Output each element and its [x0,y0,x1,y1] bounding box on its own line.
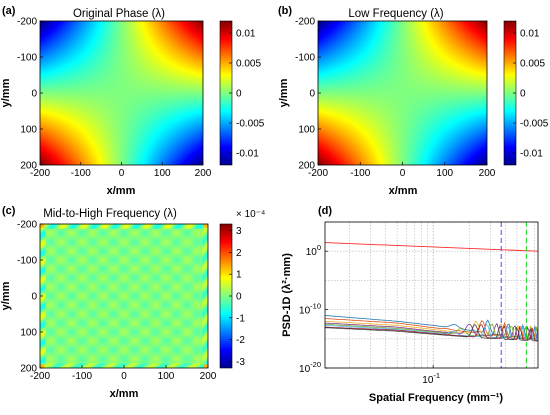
y-tick-label: 100 [298,125,315,136]
panel-c-xlabel: x/mm [110,388,139,400]
colorbar-tick-label: 0.005 [520,59,545,70]
panel-a-ylabel: y/mm [0,78,12,107]
psd-series-line [324,322,539,340]
panel-a-xticks: -200 -100 0 100 200 [30,162,212,179]
psd-series-line [324,324,539,341]
colorbar-tick-label: 0 [236,89,242,100]
y-tick-label: 200 [20,161,37,172]
x-tick-label: 200 [200,371,217,382]
panel-c-colorbar-ticks: 3 2 1 0 -1 -2 -3 [229,226,245,368]
panel-a-yticks: -200 -100 0 100 200 [17,17,43,172]
panel-b-title: Low Frequency (λ) [348,8,443,20]
y-tick-label: 200 [20,364,37,375]
panel-d: (d) 10-20 10-10 100 10-1 Spatial Frequency… [281,205,539,404]
panel-a: (a) Original Phase (λ) -200 -100 0 100 200 -… [0,5,265,197]
y-tick-label: 0 [309,89,315,100]
x-tick-label: -200 [30,168,50,179]
psd-series-line [325,323,539,341]
panel-c-title: Mid-to-High Frequency (λ) [43,208,177,220]
panel-d-label: (d) [318,205,332,217]
y-tick-label: 0 [31,89,37,100]
y-tick-label: -100 [295,53,315,64]
panel-c: (c) Mid-to-High Frequency (λ) -200 -100 0 1… [0,205,265,400]
colorbar-tick-label: -2 [236,335,245,346]
x-tick-label: 0 [121,371,127,382]
y-tick-label: 100 [20,328,37,339]
x-tick-label: 100 [436,168,453,179]
y-tick-label: -100 [17,256,37,267]
panel-c-yticks: -200 -100 0 100 200 [17,220,43,375]
x-tick-label: 100 [154,168,171,179]
colorbar-tick-label: -0.005 [520,119,549,130]
panel-b: (b) Low Frequency (λ) -200 -100 0 100 200 -2… [278,5,549,197]
y-tick-label: -200 [295,17,315,28]
panel-b-heatmap [318,21,487,165]
colorbar-tick-label: -1 [236,313,245,324]
y-tick-label: 200 [298,161,315,172]
x-tick-label: -200 [308,168,328,179]
colorbar-tick-label: -3 [236,357,245,368]
x-tick-label: -200 [30,371,50,382]
x-tick-label: 10-1 [422,371,440,386]
colorbar-tick-label: 0.01 [520,29,540,40]
y-tick-label: 100 [20,125,37,136]
psd-series-line [324,324,539,342]
colorbar-tick-label: 0 [236,292,242,303]
y-tick-label: 0 [31,292,37,303]
y-tick-label: -200 [17,220,37,231]
panel-d-series [324,222,539,368]
x-tick-label: 100 [158,371,175,382]
x-tick-label: -100 [72,371,92,382]
colorbar-tick-label: 1 [236,270,242,281]
x-tick-label: 0 [400,168,406,179]
colorbar-tick-label: 0 [520,89,526,100]
panel-c-colorbar-exponent: × 10⁻⁴ [236,209,265,220]
panel-c-xticks: -200 -100 0 100 200 [30,365,217,382]
panel-d-ylabel: PSD-1D (λ²·mm) [281,253,293,337]
x-tick-label: 200 [479,168,496,179]
colorbar-tick-label: -0.01 [520,149,543,160]
panel-b-ylabel: y/mm [278,78,290,107]
panel-d-plot-area [325,222,538,368]
colorbar-tick-label: 0.005 [236,59,261,70]
panel-b-label: (b) [278,5,292,17]
x-tick-label: 0 [119,168,125,179]
panel-d-xticks: 10-1 [422,365,440,386]
x-tick-label: -100 [350,168,370,179]
colorbar-tick-label: -0.01 [236,149,259,160]
psd-series-line [324,323,539,340]
panel-d-xlabel: Spatial Frequency (mm⁻¹) [369,392,504,404]
panel-d-frame [324,221,539,369]
y-tick-label: -100 [17,53,37,64]
colorbar-tick-label: 3 [236,226,242,237]
panel-a-colorbar-ticks: 0.01 0.005 0 -0.005 -0.01 [229,29,265,160]
panel-c-label: (c) [2,205,16,217]
panel-b-xlabel: x/mm [389,185,418,197]
panel-b-yticks: -200 -100 0 100 200 [295,17,321,172]
y-tick-label: -200 [17,17,37,28]
panel-a-xlabel: x/mm [107,185,136,197]
y-tick-label: 100 [306,243,321,258]
psd-series-line [324,242,539,252]
panel-a-label: (a) [2,5,16,17]
panel-b-colorbar-ticks: 0.01 0.005 0 -0.005 -0.01 [513,29,549,160]
x-tick-label: 200 [195,168,212,179]
panel-c-ylabel: y/mm [0,281,12,310]
colorbar-tick-label: 2 [236,248,242,259]
y-tick-label: 10-20 [299,360,321,375]
panel-a-heatmap [40,21,203,165]
panel-b-xticks: -200 -100 0 100 200 [308,162,496,179]
colorbar-tick-label: 0.01 [236,29,256,40]
psd-series-line [324,320,539,340]
y-tick-label: 10-10 [299,302,321,317]
panel-d-yticks: 10-20 10-10 100 [299,243,328,375]
x-tick-label: -100 [71,168,91,179]
panel-a-title: Original Phase (λ) [73,8,165,20]
colorbar-tick-label: -0.005 [236,119,265,130]
panel-c-heatmap [40,224,208,368]
